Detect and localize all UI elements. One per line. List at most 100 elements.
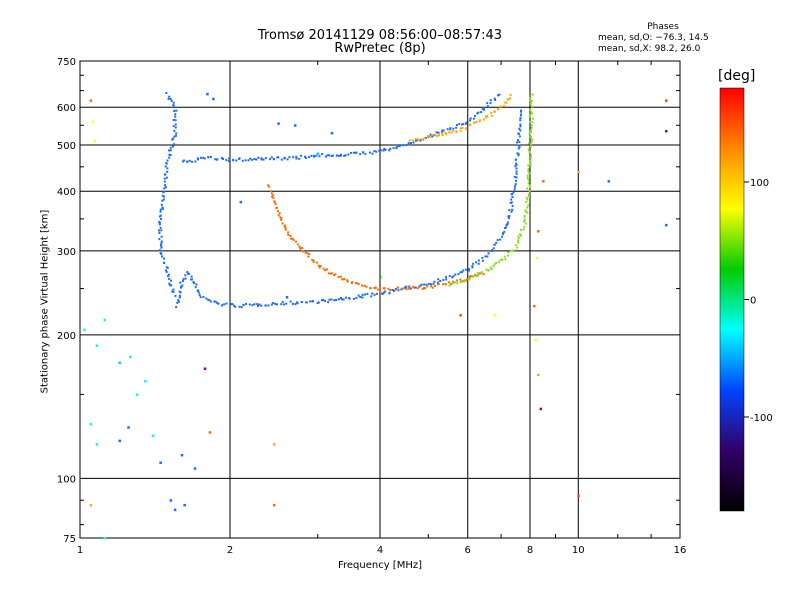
data-point: [355, 296, 358, 299]
data-point: [483, 118, 486, 121]
y-axis-label: Stationary phase Virtual Height [km]: [39, 209, 51, 394]
data-point: [202, 296, 205, 299]
data-point: [160, 235, 163, 238]
data-point: [466, 278, 469, 281]
data-point: [494, 98, 497, 101]
data-point: [312, 154, 315, 157]
data-point: [426, 134, 429, 137]
data-point: [486, 102, 489, 105]
data-point: [161, 199, 164, 202]
colorbar-tick-label: -100: [750, 413, 773, 424]
data-point: [262, 158, 265, 161]
colorbar-tick-label: 100: [750, 178, 769, 189]
data-point: [244, 302, 247, 305]
phase-line-o: mean, sd,O: −76.3, 14.5: [598, 33, 709, 43]
data-point: [499, 258, 502, 261]
data-point: [357, 294, 360, 297]
data-point: [462, 269, 465, 272]
data-point: [437, 278, 440, 281]
data-point: [493, 97, 496, 100]
data-point: [267, 304, 270, 307]
data-point: [526, 177, 529, 180]
data-point: [343, 154, 346, 157]
x-tick-label: 16: [674, 545, 687, 556]
data-point: [302, 250, 305, 253]
data-point: [496, 94, 499, 97]
phase-stats: Phases mean, sd,O: −76.3, 14.5 mean, sd,…: [598, 22, 728, 55]
data-point: [520, 110, 523, 113]
data-point: [359, 152, 362, 155]
data-point: [442, 283, 445, 286]
chart-title: Tromsø 20141129 08:56:00–08:57:43: [257, 28, 503, 43]
data-point: [172, 105, 175, 108]
data-point: [214, 158, 217, 161]
data-point: [293, 124, 297, 127]
data-point: [509, 94, 512, 97]
data-point: [175, 132, 178, 135]
data-point: [361, 284, 364, 287]
data-point: [176, 301, 179, 304]
data-point: [165, 269, 168, 272]
data-point: [207, 298, 210, 301]
data-point: [285, 302, 288, 305]
data-point: [181, 160, 184, 163]
data-point: [536, 230, 540, 233]
data-point: [182, 278, 185, 281]
data-point: [275, 207, 278, 210]
data-point: [408, 139, 411, 142]
data-point: [442, 129, 445, 132]
data-point: [333, 299, 336, 302]
data-point: [160, 255, 163, 258]
data-point: [418, 285, 421, 288]
data-point: [490, 268, 493, 271]
data-point: [517, 239, 520, 242]
data-point: [414, 137, 417, 140]
data-point: [318, 266, 321, 269]
data-point: [392, 289, 395, 292]
data-point: [177, 300, 180, 303]
data-point: [529, 162, 532, 165]
data-point: [178, 296, 181, 299]
data-point: [335, 298, 338, 301]
data-point: [209, 155, 212, 158]
data-point: [165, 162, 168, 165]
data-point: [526, 174, 529, 177]
data-point: [514, 179, 517, 182]
data-point: [171, 290, 174, 293]
data-point: [274, 302, 277, 305]
data-point: [127, 426, 130, 429]
data-point: [397, 145, 400, 148]
data-point: [392, 147, 395, 150]
data-point: [433, 134, 436, 137]
data-point: [430, 285, 433, 288]
data-point: [384, 148, 387, 151]
data-point: [310, 154, 313, 157]
data-point: [530, 112, 533, 115]
data-point: [468, 275, 471, 278]
data-point: [607, 180, 611, 183]
data-point: [344, 296, 347, 299]
data-point: [448, 275, 451, 278]
data-point: [529, 159, 532, 162]
data-point: [577, 494, 580, 498]
data-point: [327, 272, 330, 275]
data-point: [324, 300, 327, 303]
data-point: [527, 142, 530, 145]
data-point: [519, 228, 522, 231]
data-point: [295, 155, 298, 158]
data-point: [504, 227, 507, 230]
data-point: [528, 172, 531, 175]
data-point: [495, 262, 498, 265]
data-point: [301, 301, 304, 304]
data-point: [469, 123, 472, 126]
data-point: [316, 301, 319, 304]
data-point: [330, 155, 333, 158]
data-point: [502, 104, 505, 107]
data-point: [167, 275, 170, 278]
data-point: [230, 303, 233, 306]
data-point: [228, 157, 231, 160]
data-point: [257, 156, 260, 159]
data-point: [129, 355, 132, 359]
data-point: [527, 193, 530, 196]
y-tick-label: 400: [57, 187, 76, 198]
